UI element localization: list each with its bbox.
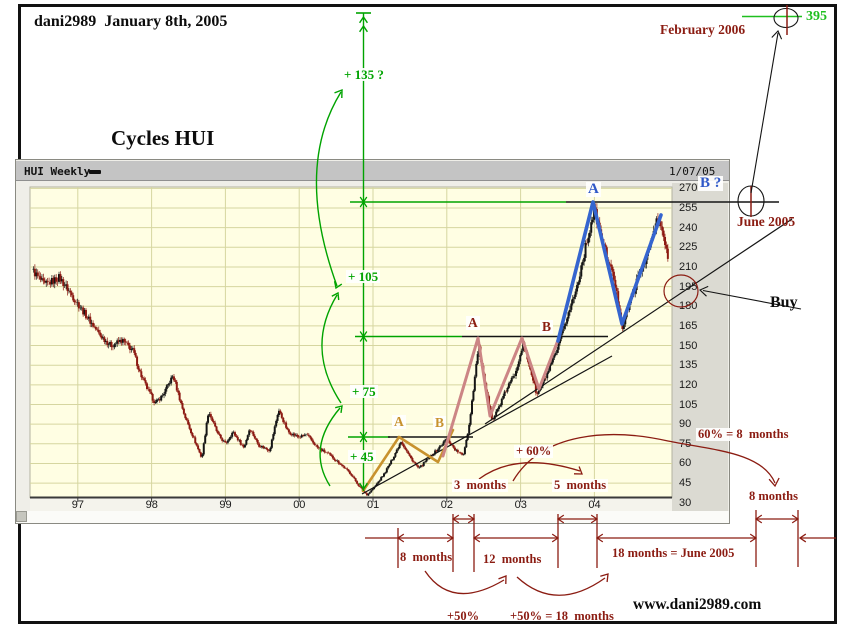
y-axis-label: 240 — [679, 221, 698, 234]
y-axis-label: 60 — [679, 457, 692, 470]
wave-b-question-label: B ? — [698, 175, 724, 192]
label-12-months: 12 months — [483, 552, 542, 566]
measure-label-75: + 75 — [350, 384, 378, 399]
y-axis-label: 90 — [679, 418, 692, 431]
wave-b-red-label: B — [540, 319, 554, 334]
chart-window — [15, 159, 730, 524]
watermark: www.dani2989.com — [633, 596, 762, 613]
x-axis-label: 00 — [293, 499, 306, 511]
scrollbar-button[interactable] — [16, 511, 27, 522]
y-axis-label: 210 — [679, 260, 698, 273]
label-18-months-june-2005: 18 months = June 2005 — [612, 546, 735, 560]
label-8-months-right: 8 months — [749, 489, 798, 503]
label-60pct-8-months: 60% = 8 months — [696, 427, 791, 441]
y-axis-label: 105 — [679, 398, 698, 411]
label-plus-50pct-18-months: +50% = 18 months — [510, 609, 614, 623]
minimize-icon[interactable] — [89, 170, 101, 174]
page-header: dani2989 January 8th, 2005 — [34, 13, 228, 30]
target-395-label: 395 — [806, 9, 827, 24]
x-axis-label: 99 — [219, 499, 232, 511]
y-axis-label: 195 — [679, 280, 698, 293]
label-february-2006: February 2006 — [660, 22, 746, 37]
x-axis-strip — [30, 498, 672, 511]
wave-b-orange-label: B — [433, 415, 447, 430]
x-axis-label: 02 — [440, 499, 454, 511]
label-5-months: 5 months — [552, 478, 609, 492]
y-axis-label: 45 — [679, 477, 692, 490]
label-plus-50pct: +50% — [447, 609, 480, 623]
x-axis-label: 97 — [71, 499, 85, 511]
y-axis-label: 150 — [679, 339, 698, 352]
measure-label-105: + 105 — [346, 269, 381, 284]
label-3-months: 3 months — [452, 478, 509, 492]
y-axis-label: 75 — [679, 437, 692, 450]
y-axis-label: 225 — [679, 241, 698, 254]
measure-label-45: + 45 — [348, 449, 376, 464]
label-plus-60pct: + 60% — [514, 444, 554, 458]
x-axis-label: 01 — [367, 499, 380, 511]
y-axis-label: 120 — [679, 378, 698, 391]
y-axis-label: 255 — [679, 202, 698, 214]
y-axis-label: 165 — [679, 319, 698, 332]
y-axis-label: 30 — [679, 496, 692, 509]
wave-a-blue-label: A — [586, 181, 601, 198]
x-axis-label: 04 — [588, 499, 601, 511]
x-axis-label: 03 — [514, 499, 527, 511]
window-titlebar[interactable]: HUI Weekly 1/07/05 — [16, 161, 729, 181]
y-axis-label: 270 — [679, 182, 698, 195]
buy-label: Buy — [770, 294, 798, 311]
label-june-2005: June 2005 — [737, 214, 796, 229]
x-axis-label: 98 — [145, 499, 158, 511]
wave-a-red-label: A — [466, 315, 480, 330]
wave-a-orange-label: A — [392, 414, 406, 429]
label-8-months: 8 months — [400, 550, 453, 564]
y-axis-label: 135 — [679, 359, 698, 372]
y-axis-label: 180 — [679, 300, 698, 313]
titlebar-date: 1/07/05 — [669, 165, 716, 178]
titlebar-title: HUI Weekly — [24, 165, 91, 178]
measure-label-135: + 135 ? — [342, 67, 386, 82]
window-bottom-strip — [16, 511, 729, 523]
chart-title: Cycles HUI — [111, 126, 215, 150]
